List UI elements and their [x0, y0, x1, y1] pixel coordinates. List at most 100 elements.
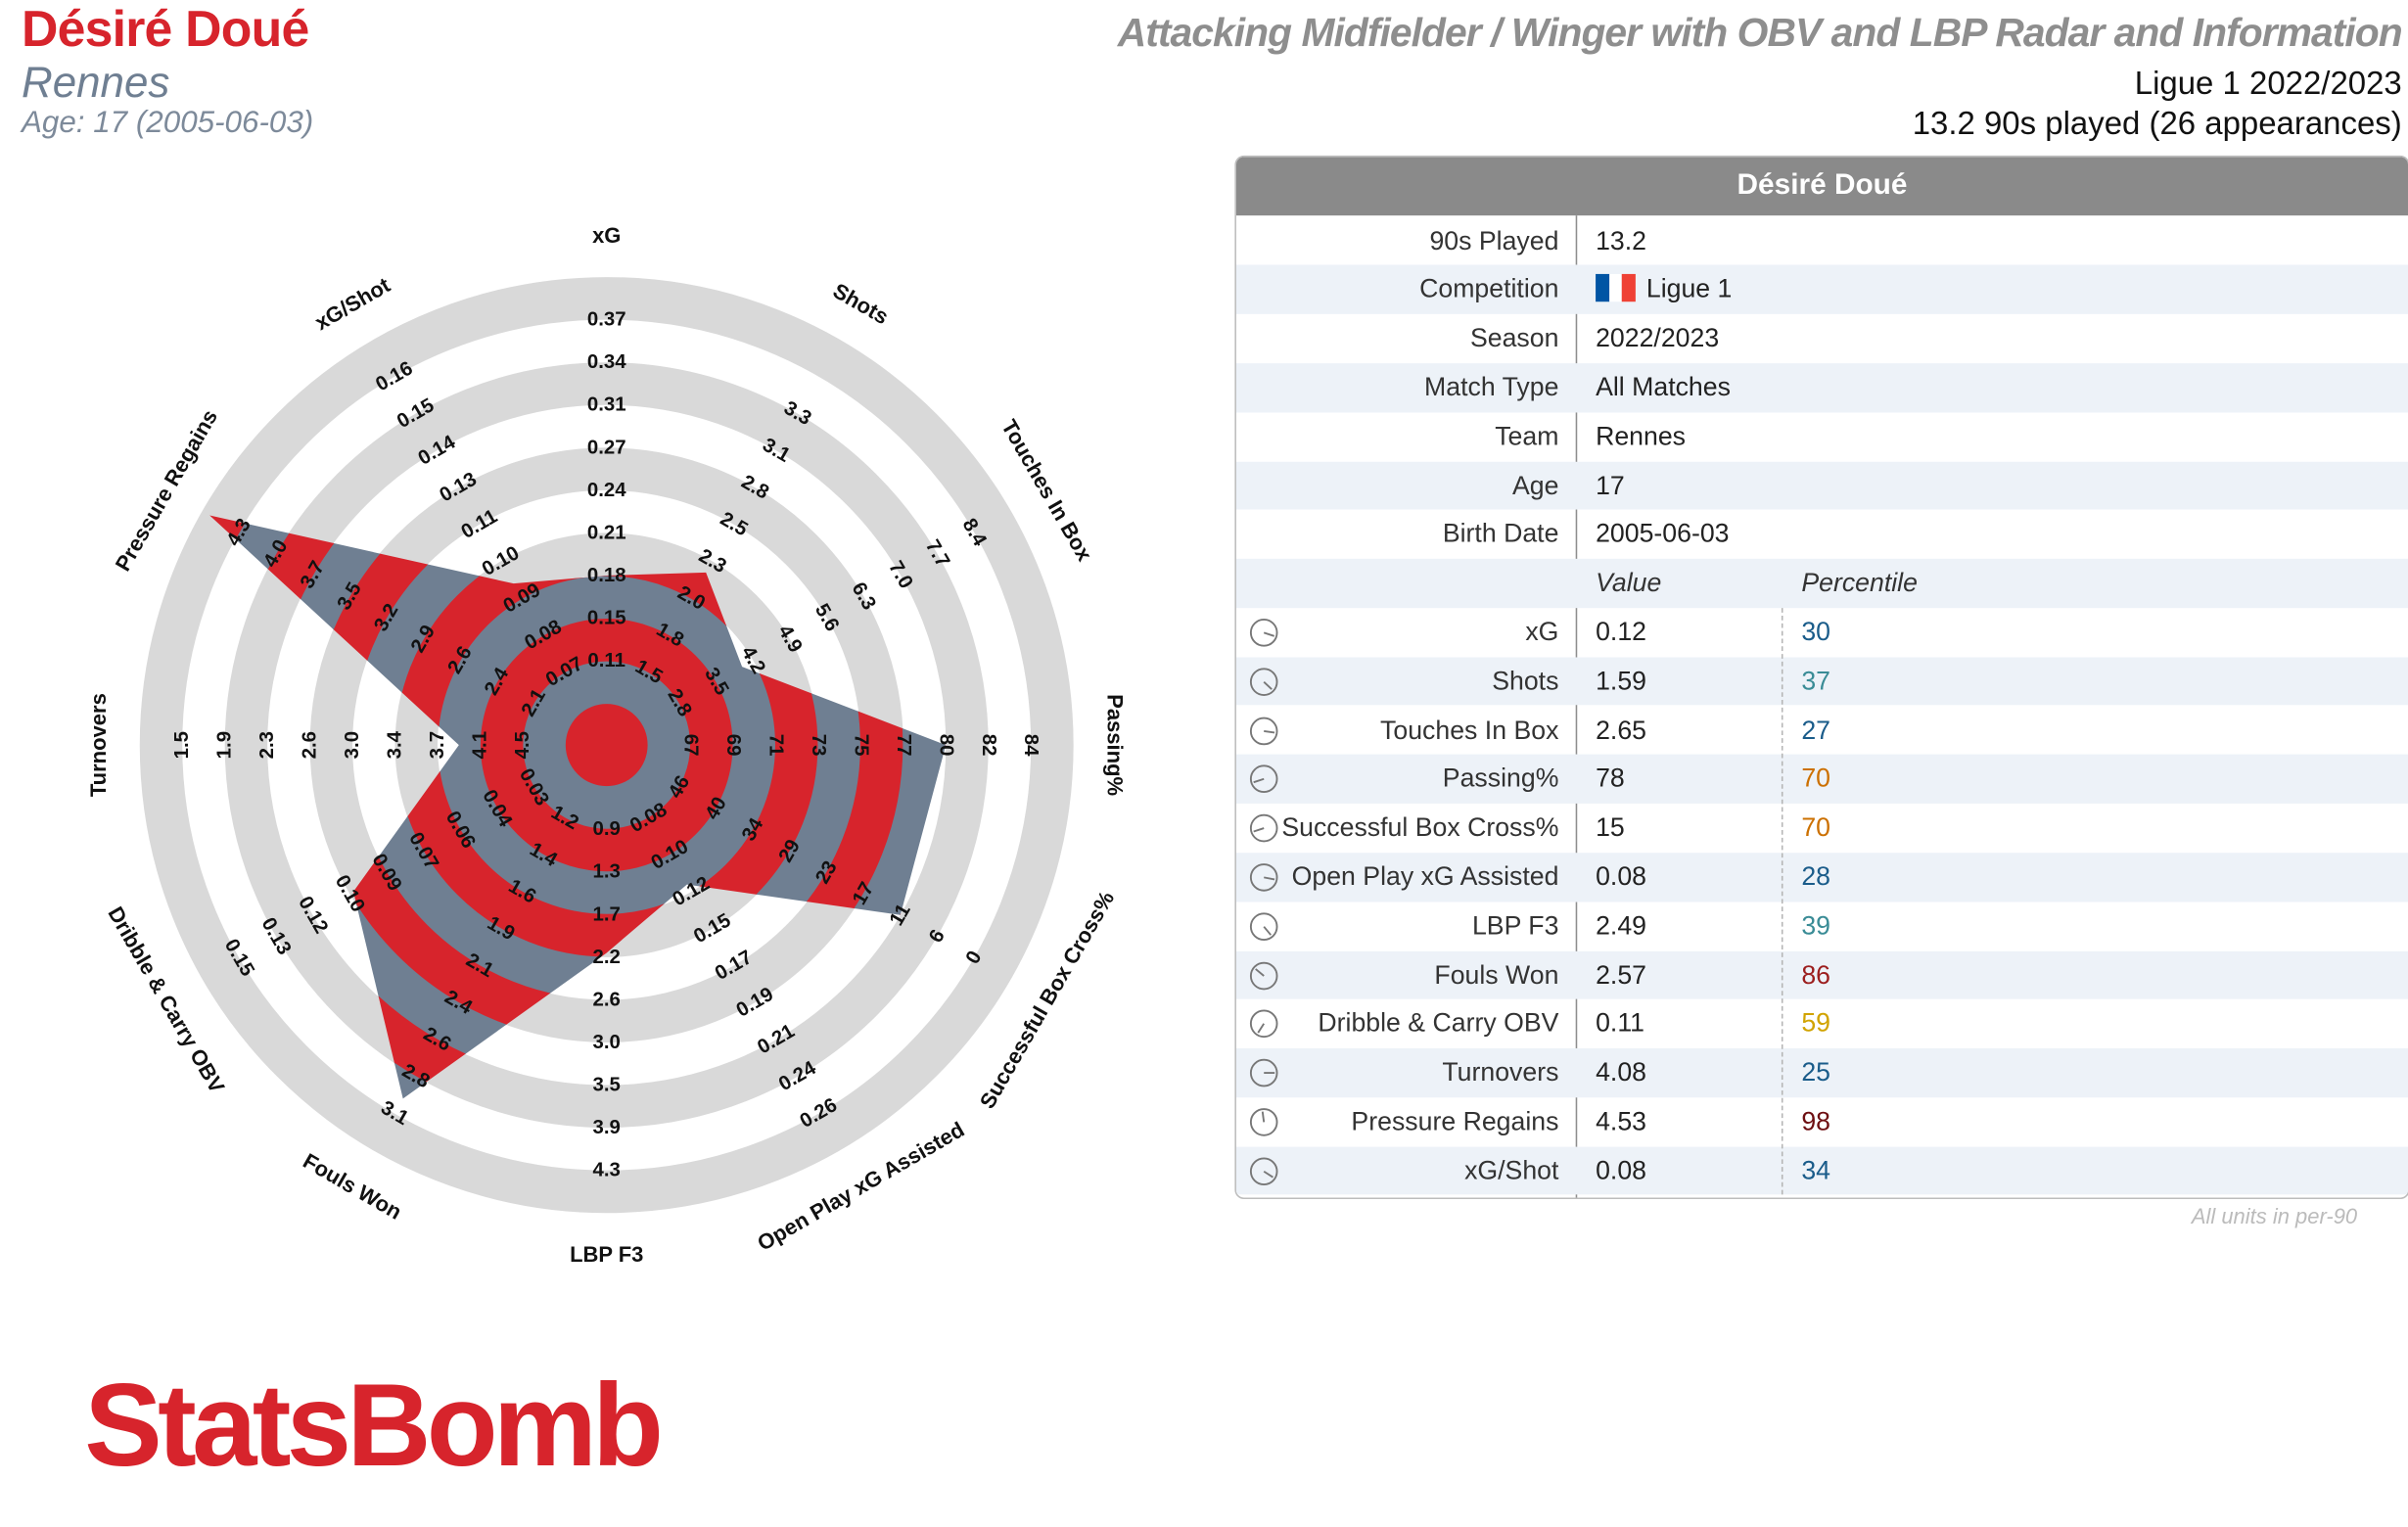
percentile-gauge-icon: [1249, 764, 1278, 794]
table-row: Fouls Won 2.57 86: [1235, 950, 2408, 1000]
radar-tick-label: 3.4: [385, 730, 406, 759]
player-name: Désiré Doué: [21, 0, 309, 58]
metric-percentile: 70: [1801, 764, 1831, 794]
percentile-gauge-icon: [1249, 667, 1278, 696]
table-row: Season 2022/2023: [1236, 314, 2408, 363]
metric-label: Fouls Won: [1434, 959, 1559, 990]
radar-tick-label: 69: [722, 734, 744, 757]
metric-value: 4.08: [1596, 1057, 1647, 1087]
radar-tick-label: 0.18: [587, 565, 626, 586]
report-title: Attacking Midfielder / Winger with OBV a…: [1117, 9, 2403, 56]
row-value: 2005-06-03: [1596, 519, 1730, 549]
radar-tick-label: 2.3: [256, 731, 278, 759]
radar-tick-label: 84: [1020, 734, 1042, 757]
metric-value: 2.57: [1596, 959, 1647, 990]
metric-percentile: 25: [1801, 1057, 1831, 1087]
france-flag-icon: [1596, 270, 1636, 302]
radar-tick-label: 0.9: [593, 818, 621, 840]
info-table-title: Désiré Doué: [1235, 157, 2408, 216]
percentile-gauge-icon: [1249, 862, 1278, 892]
table-row: xG/Shot 0.08 34: [1235, 1146, 2408, 1196]
table-row: Age 17: [1235, 460, 2408, 510]
metric-percentile: 70: [1801, 812, 1831, 843]
metric-value: 15: [1596, 812, 1625, 843]
radar-chart: 0.11 0.15 0.18 0.21 0.24 0.27 0.31 0.34 0.37 xG 1.…: [86, 223, 1128, 1267]
table-row: xG 0.12 30: [1236, 608, 2408, 657]
metric-percentile: 39: [1801, 910, 1831, 941]
table-row: Shots 1.59 37: [1235, 657, 2408, 707]
row-label: Team: [1495, 421, 1559, 451]
metric-label: xG: [1525, 617, 1559, 647]
table-row: Pressure Regains 4.53 98: [1236, 1097, 2408, 1146]
radar-axis-label: Shots: [829, 278, 893, 329]
table-row: Dribble & Carry OBV 0.11 59: [1236, 999, 2408, 1048]
table-row: LBP F3 2.49 39: [1236, 902, 2408, 950]
row-label: Birth Date: [1442, 519, 1559, 549]
radar-tick-label: 4.5: [512, 731, 533, 759]
metric-label: LBP F3: [1471, 910, 1559, 941]
player-team: Rennes: [21, 58, 170, 107]
radar-tick-label: 0.37: [587, 309, 626, 331]
radar-axis-label: Passing%: [1103, 694, 1128, 796]
radar-tick-label: 1.9: [214, 731, 236, 759]
metric-value: 0.11: [1596, 1008, 1645, 1039]
metric-label: Open Play xG Assisted: [1291, 861, 1559, 892]
metric-label: Dribble & Carry OBV: [1318, 1008, 1559, 1039]
metric-value: 4.53: [1596, 1106, 1647, 1136]
metric-value: 2.49: [1596, 910, 1647, 941]
metric-label: Pressure Regains: [1351, 1106, 1559, 1136]
metric-percentile: 28: [1801, 861, 1831, 892]
radar-tick-label: 3.7: [427, 731, 448, 759]
table-row: 90s Played 13.2: [1236, 216, 2408, 265]
radar-tick-label: 0.15: [587, 608, 626, 629]
radar-tick-label: 82: [978, 734, 999, 757]
radar-axis-label: Fouls Won: [299, 1148, 405, 1225]
radar-tick-label: 0.27: [587, 437, 626, 458]
metric-label: Turnovers: [1442, 1057, 1559, 1087]
radar-tick-label: 3.9: [593, 1117, 621, 1138]
row-value: Ligue 1: [1596, 265, 1732, 314]
radar-tick-label: 1.7: [593, 903, 621, 925]
metric-value: 0.12: [1596, 617, 1647, 647]
column-divider: [1575, 215, 1578, 1198]
row-label: Season: [1469, 323, 1559, 353]
metric-value: 0.08: [1596, 861, 1647, 892]
row-label: Competition: [1419, 274, 1559, 304]
metric-percentile: 27: [1801, 715, 1831, 745]
radar-tick-label: 71: [764, 734, 786, 757]
radar-tick-label: 2.2: [593, 947, 621, 968]
units-note: All units in per-90: [2191, 1203, 2358, 1228]
metric-label: Touches In Box: [1380, 715, 1559, 745]
radar-tick-label: 0.21: [587, 522, 626, 543]
radar-tick-label: 67: [680, 734, 702, 757]
metric-value: 0.08: [1596, 1155, 1647, 1185]
radar-axis-label: xG: [592, 223, 621, 248]
radar-tick-label: 1.3: [593, 861, 621, 883]
metric-label: Passing%: [1442, 764, 1559, 794]
radar-tick-label: 0.11: [587, 650, 625, 671]
info-table: Désiré Doué 90s Played 13.2 Competition Lig…: [1234, 155, 2408, 1200]
percentile-gauge-icon: [1249, 716, 1278, 745]
row-value: 2022/2023: [1596, 323, 1720, 353]
radar-axis-label: xG/Shot: [310, 272, 394, 335]
radar-tick-label: 2.6: [300, 731, 321, 759]
radar-tick-label: 3.0: [342, 731, 363, 759]
percentile-gauge-icon: [1249, 1156, 1278, 1185]
radar-tick-label: 73: [808, 734, 829, 757]
minutes-played: 13.2 90s played (26 appearances): [1912, 106, 2402, 142]
value-column-header: Value: [1596, 568, 1662, 598]
radar-band: [522, 660, 692, 830]
metric-percentile: 98: [1801, 1106, 1831, 1136]
table-row: Passing% 78 70: [1235, 755, 2408, 805]
radar-tick-label: 75: [850, 734, 871, 757]
table-row: Birth Date 2005-06-03: [1236, 510, 2408, 559]
row-value: 13.2: [1596, 225, 1647, 255]
radar-tick-label: 2.6: [593, 989, 621, 1010]
metric-label: Shots: [1492, 666, 1559, 696]
radar-band: [479, 618, 734, 873]
row-value: 17: [1596, 470, 1625, 500]
table-row: Match Type All Matches: [1235, 362, 2408, 412]
player-age: Age: 17 (2005-06-03): [21, 106, 314, 141]
metric-value: 2.65: [1596, 715, 1647, 745]
table-row: Successful Box Cross% 15 70: [1236, 804, 2408, 853]
